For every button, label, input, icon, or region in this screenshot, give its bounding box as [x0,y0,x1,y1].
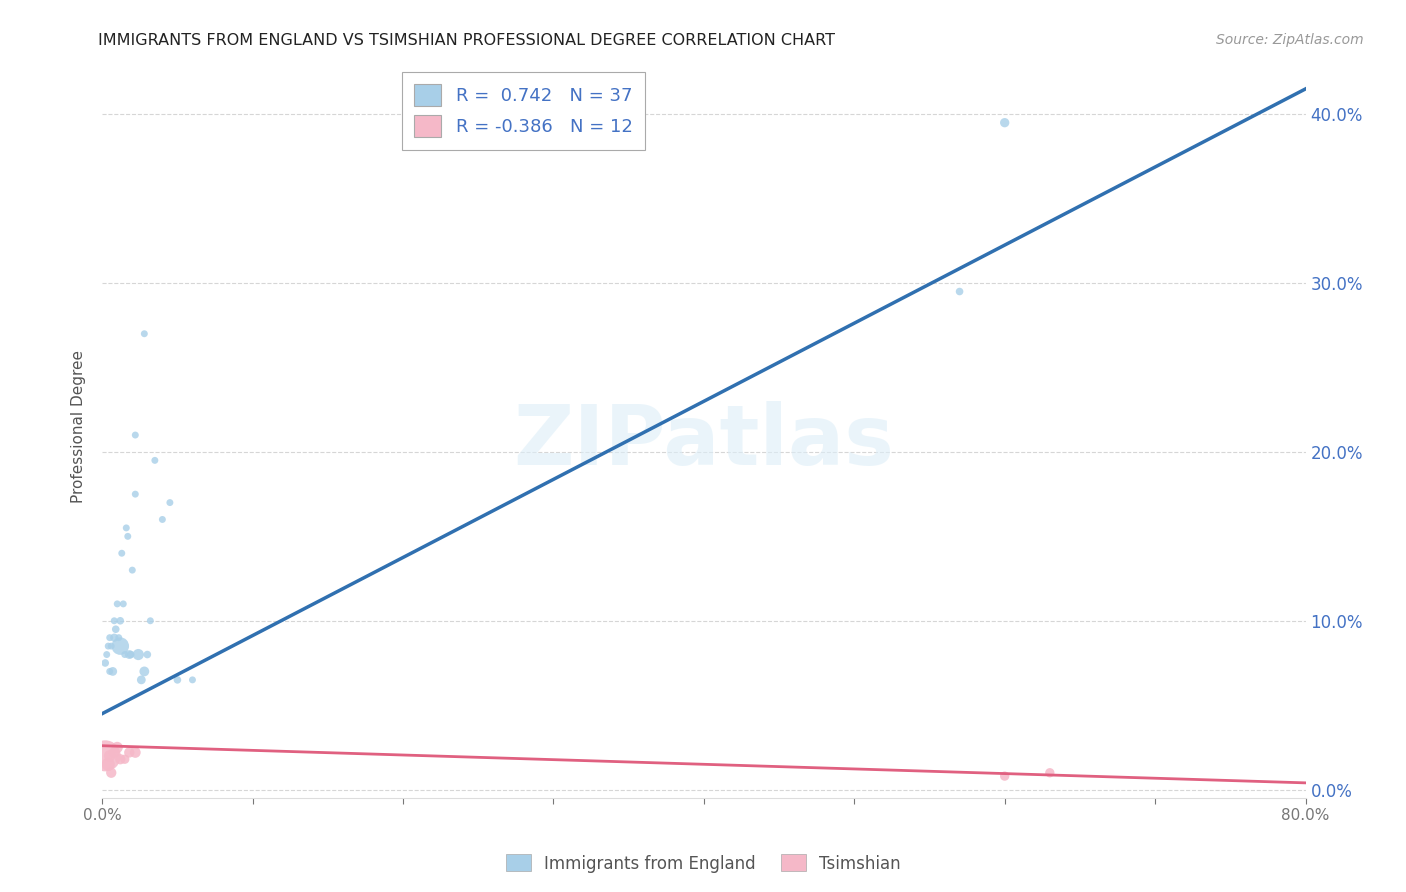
Point [98,665,121,679]
Point [105,740,128,755]
Point [105,597,128,611]
Point [100,639,122,653]
Point [136,648,159,662]
Point [134,326,156,341]
Point [150,512,173,526]
Point [103,614,125,628]
Point [115,521,138,535]
Point [1039,765,1062,780]
Point [118,648,141,662]
Point [134,665,156,679]
Point [103,631,125,645]
Point [107,631,129,645]
Point [96,648,118,662]
Point [166,673,188,687]
Point [131,673,153,687]
Y-axis label: Professional Degree: Professional Degree [72,350,86,503]
Text: IMMIGRANTS FROM ENGLAND VS TSIMSHIAN PROFESSIONAL DEGREE CORRELATION CHART: IMMIGRANTS FROM ENGLAND VS TSIMSHIAN PRO… [98,33,835,48]
Point [994,116,1017,130]
Point [110,752,132,766]
Point [111,546,134,560]
Point [139,614,162,628]
Point [101,665,124,679]
Point [97,639,120,653]
Point [114,648,136,662]
Legend: Immigrants from England, Tsimshian: Immigrants from England, Tsimshian [499,847,907,880]
Point [120,648,142,662]
Point [948,285,970,299]
Point [181,673,204,687]
Point [103,746,125,760]
Point [110,614,132,628]
Point [98,631,121,645]
Text: Source: ZipAtlas.com: Source: ZipAtlas.com [1216,33,1364,47]
Point [127,648,149,662]
Point [117,529,139,543]
Point [124,428,146,442]
Point [994,769,1017,783]
Point [143,453,166,467]
Text: ZIPatlas: ZIPatlas [513,401,894,482]
Point [110,639,132,653]
Point [112,597,135,611]
Point [98,748,121,763]
Point [124,746,146,760]
Point [100,765,122,780]
Point [118,746,141,760]
Legend: R =  0.742   N = 37, R = -0.386   N = 12: R = 0.742 N = 37, R = -0.386 N = 12 [402,71,645,150]
Point [97,757,120,772]
Point [124,487,146,501]
Point [159,495,181,509]
Point [121,563,143,577]
Point [114,752,136,766]
Point [94,656,117,670]
Point [94,748,117,763]
Point [104,622,127,636]
